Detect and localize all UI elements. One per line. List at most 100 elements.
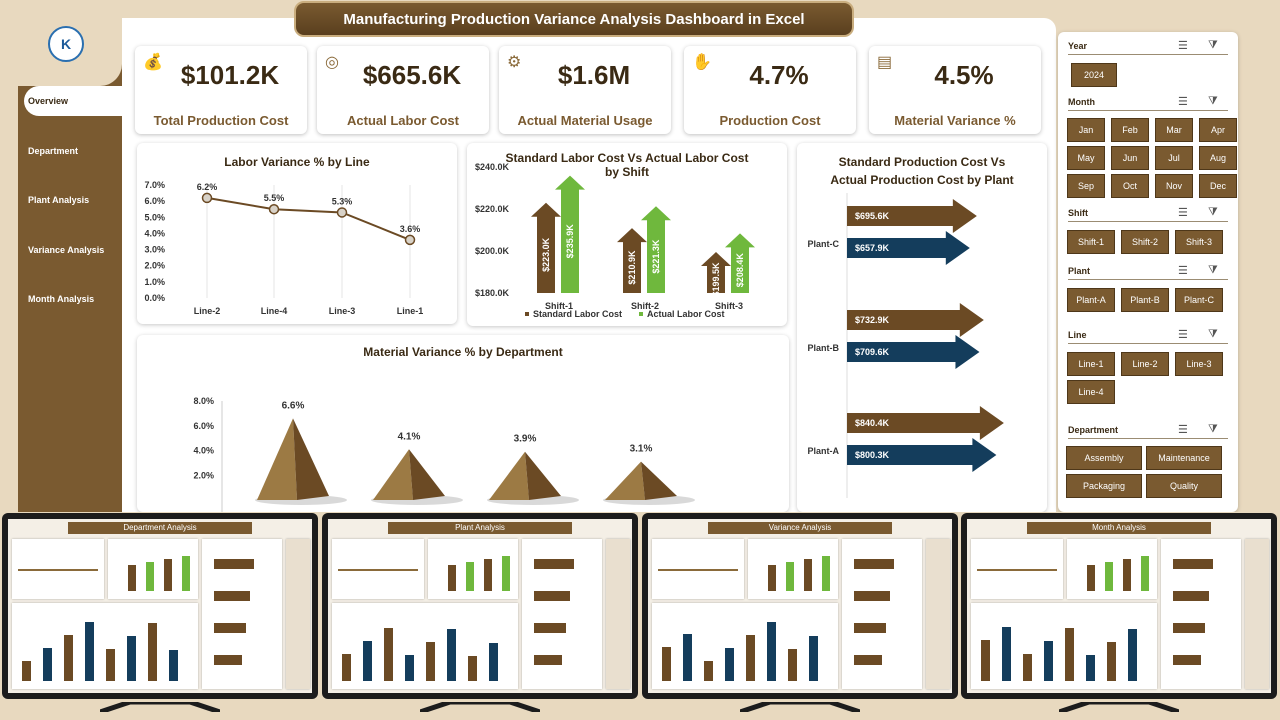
mini-bar [214,559,254,569]
monitor-stand [419,699,541,715]
clear-filter-icon[interactable]: ⧩ [1208,206,1218,218]
slicer-item-month[interactable]: Mar [1155,118,1193,142]
slicer-item-plant[interactable]: Plant-B [1121,288,1169,312]
slicer-item-plant[interactable]: Plant-A [1067,288,1115,312]
mini-bar [164,559,172,591]
slicer-item-line[interactable]: Line-4 [1067,380,1115,404]
multi-select-icon[interactable]: ☰ [1178,207,1188,219]
stand-shape [739,699,861,715]
data-label: 3.9% [514,434,537,445]
multi-select-icon[interactable]: ☰ [1178,40,1188,52]
data-label: $210.9K [627,250,637,285]
slicer-item-shift[interactable]: Shift-3 [1175,230,1223,254]
slicer-item-department[interactable]: Quality [1146,474,1222,498]
y-tick-label: $180.0K [475,288,510,298]
nav-item-department[interactable]: Department [28,146,79,156]
nav-item-overview[interactable]: Overview [24,86,122,116]
money-bag-icon: 💰 [143,54,163,71]
y-tick-label: 7.0% [144,180,165,190]
mini-slicer [1245,539,1269,689]
y-tick-label: $240.0K [475,162,510,172]
slicer-item-line[interactable]: Line-1 [1067,352,1115,376]
mini-bar [489,643,498,681]
preview-monitor[interactable]: Month Analysis [961,513,1277,699]
legend-label: Standard Labor Cost [533,309,622,319]
slicer-item-month[interactable]: Oct [1111,174,1149,198]
slicer-item-month[interactable]: Sep [1067,174,1105,198]
legend-swatch [639,312,643,316]
clear-filter-icon[interactable]: ⧩ [1208,264,1218,276]
mini-bar [1107,642,1116,681]
clear-filter-icon[interactable]: ⧩ [1208,95,1218,107]
slicer-item-line[interactable]: Line-2 [1121,352,1169,376]
slicer-item-month[interactable]: Aug [1199,146,1237,170]
preview-monitor[interactable]: Plant Analysis [322,513,638,699]
slicer-item-month[interactable]: Dec [1199,174,1237,198]
chart-material-variance-by-department: Material Variance % by Department 8.0% 6.… [137,335,789,512]
preview-monitor[interactable]: Department Analysis [2,513,318,699]
nav-item-plant-analysis[interactable]: Plant Analysis [28,195,90,205]
slicer-item-department[interactable]: Packaging [1066,474,1142,498]
mini-bar [214,655,242,665]
data-label: $657.9K [855,243,890,253]
mini-bar [342,654,351,681]
arrow-bar [847,406,1004,440]
mini-bar [1128,629,1137,681]
slicer-item-line[interactable]: Line-3 [1175,352,1223,376]
stand-shape [99,699,221,715]
slicer-item-month[interactable]: Jan [1067,118,1105,142]
nav-item-variance-analysis[interactable]: Variance Analysis [28,245,105,255]
data-label: 3.1% [630,444,653,455]
nav-item-month-analysis[interactable]: Month Analysis [28,294,95,304]
y-tick-label: 2.0% [144,261,165,271]
slicer-item-month[interactable]: Jul [1155,146,1193,170]
slicer-item-month[interactable]: Apr [1199,118,1237,142]
clear-filter-icon[interactable]: ⧩ [1208,423,1218,435]
slicer-item-month[interactable]: Jun [1111,146,1149,170]
chart-labor-cost-by-shift: Standard Labor Cost Vs Actual Labor Cost… [467,143,787,326]
slicer-item-month[interactable]: Nov [1155,174,1193,198]
kpi-value: $1.6M [557,60,631,90]
mini-bar [768,565,776,591]
slicer-header-plant: Plant [1068,266,1228,280]
clear-filter-icon[interactable]: ⧩ [1208,328,1218,340]
mini-bar [426,642,435,681]
mini-bar [484,559,492,591]
x-tick-label: Shift-3 [715,301,743,311]
mini-bar [1173,655,1201,665]
kpi-value: $101.2K [180,60,280,90]
mini-line [18,569,98,571]
kpi-label: Total Production Cost [153,113,289,128]
preview-title: Plant Analysis [388,522,572,534]
arrow-bar [617,228,647,293]
x-tick-label: Shift-1 [545,301,573,311]
clear-filter-icon[interactable]: ⧩ [1208,39,1218,51]
slicer-item-department[interactable]: Maintenance [1146,446,1222,470]
mini-bar [534,559,574,569]
mini-bar [128,565,136,591]
multi-select-icon[interactable]: ☰ [1178,96,1188,108]
stand-shape [419,699,541,715]
mini-bar [448,565,456,591]
slicer-item-shift[interactable]: Shift-2 [1121,230,1169,254]
y-tick-label: 0.0% [144,293,165,303]
slicer-header-month: Month [1068,97,1228,111]
slicer-item-year[interactable]: 2024 [1071,63,1117,87]
data-label: $208.4K [735,253,745,288]
y-tick-label: Plant-C [808,239,840,249]
preview-monitor[interactable]: Variance Analysis [642,513,958,699]
mini-bar [822,556,830,591]
mini-slicer [606,539,630,689]
slicer-item-shift[interactable]: Shift-1 [1067,230,1115,254]
mini-slicer [286,539,310,689]
slicer-item-month[interactable]: Feb [1111,118,1149,142]
multi-select-icon[interactable]: ☰ [1178,265,1188,277]
multi-select-icon[interactable]: ☰ [1178,424,1188,436]
slicer-item-department[interactable]: Assembly [1066,446,1142,470]
slicer-item-month[interactable]: May [1067,146,1105,170]
multi-select-icon[interactable]: ☰ [1178,329,1188,341]
data-label: $709.6K [855,347,890,357]
mini-bar [127,636,136,681]
monitor-stand [1058,699,1180,715]
slicer-item-plant[interactable]: Plant-C [1175,288,1223,312]
